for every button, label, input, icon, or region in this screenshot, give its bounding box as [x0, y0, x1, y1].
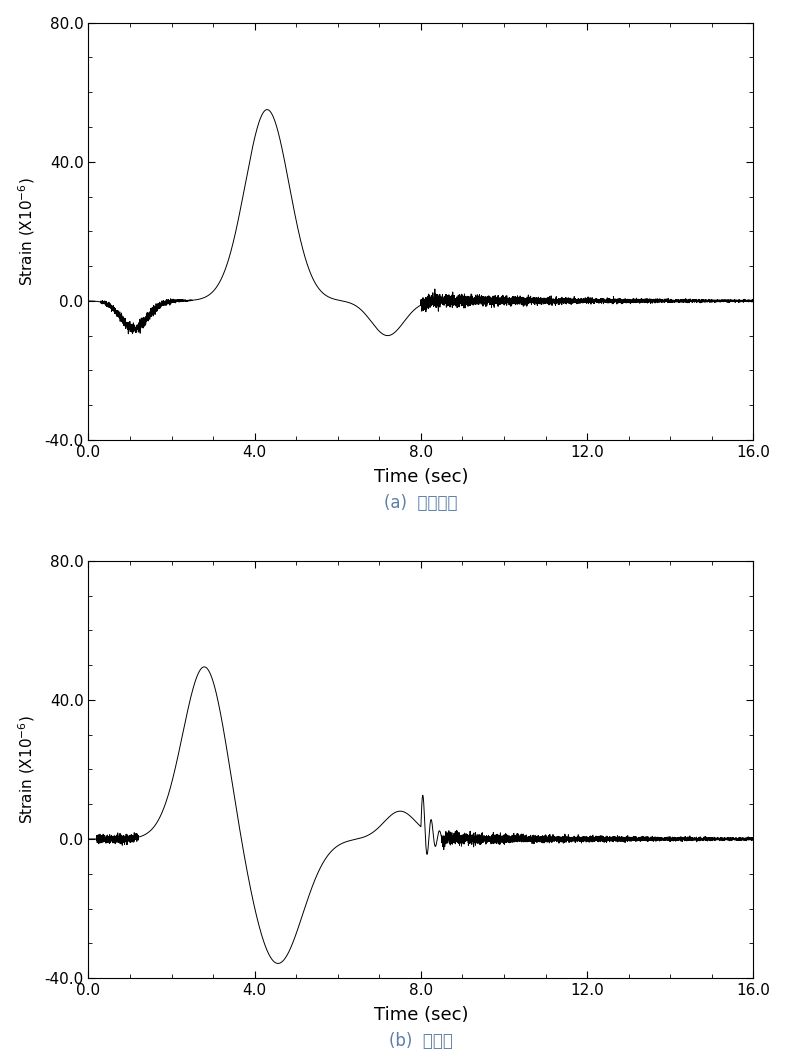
Y-axis label: Strain (X10$^{-6}$): Strain (X10$^{-6}$)	[17, 177, 37, 285]
Text: (a)  중앙경간: (a) 중앙경간	[384, 494, 458, 512]
X-axis label: Time (sec): Time (sec)	[374, 1006, 468, 1024]
Y-axis label: Strain (X10$^{-6}$): Strain (X10$^{-6}$)	[17, 715, 37, 823]
X-axis label: Time (sec): Time (sec)	[374, 468, 468, 486]
Text: (b)  측경간: (b) 측경간	[389, 1032, 453, 1050]
